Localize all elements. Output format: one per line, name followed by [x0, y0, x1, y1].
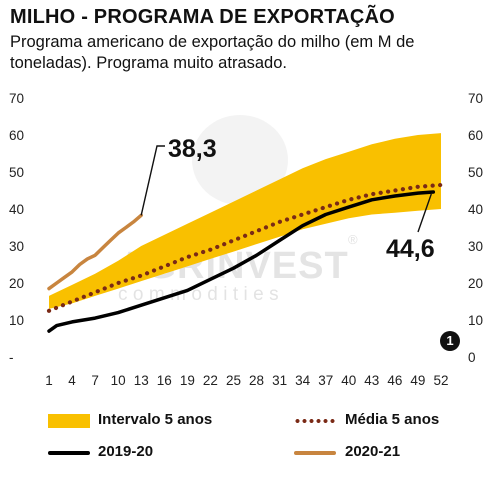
- x-tick-4: 4: [68, 373, 76, 388]
- plot-area: [46, 133, 444, 333]
- x-tick-1: 1: [45, 373, 53, 388]
- annotations: 38,3 44,6: [140, 135, 435, 263]
- x-tick-19: 19: [180, 373, 195, 388]
- legend-swatch-2020: [294, 451, 336, 455]
- y-tick-left-7: 70: [9, 91, 24, 106]
- chart-title: MILHO - PROGRAMA DE EXPORTAÇÃO: [10, 6, 395, 28]
- annotation-value-2020-21: 38,3: [168, 135, 217, 163]
- y-tick-right-1: 10: [468, 313, 483, 328]
- legend-swatch-media: [294, 418, 336, 424]
- y-tick-right-3: 30: [468, 239, 483, 254]
- legend-swatch-band: [48, 414, 90, 428]
- series-line-2019-20: [47, 190, 436, 333]
- y-tick-left-2: 20: [9, 276, 24, 291]
- x-tick-37: 37: [318, 373, 333, 388]
- legend-item-2020: 2020-21: [345, 443, 401, 460]
- y-tick-right-2: 20: [468, 276, 483, 291]
- x-tick-10: 10: [111, 373, 126, 388]
- y-tick-right-4: 40: [468, 202, 483, 217]
- x-tick-25: 25: [226, 373, 241, 388]
- y-tick-right-7: 70: [468, 91, 483, 106]
- y-tick-left-6: 60: [9, 128, 24, 143]
- y-tick-left-1: 10: [9, 313, 24, 328]
- series-line-2020-21: [47, 213, 143, 291]
- annotation-leader-2019-20: [417, 193, 432, 233]
- x-tick-49: 49: [410, 373, 425, 388]
- band-intervalo-5-anos: [49, 133, 441, 309]
- legend-item-2019: 2019-20: [98, 443, 154, 460]
- x-tick-28: 28: [249, 373, 264, 388]
- x-tick-34: 34: [295, 373, 311, 388]
- x-tick-22: 22: [203, 373, 218, 388]
- legend-item-band: Intervalo 5 anos: [98, 411, 213, 428]
- y-tick-right-6: 60: [468, 128, 483, 143]
- y-tick-left-5: 50: [9, 165, 24, 180]
- chart-subtitle: Programa americano de exportação do milh…: [10, 33, 415, 72]
- watermark-logo-circle: [192, 115, 288, 205]
- legend-item-media: Média 5 anos: [345, 411, 440, 428]
- y-tick-right-0: 0: [468, 350, 476, 365]
- y-tick-left-0: -: [9, 350, 14, 365]
- y-tick-left-4: 40: [9, 202, 24, 217]
- y-tick-left-3: 30: [9, 239, 24, 254]
- legend-swatch-2019: [48, 451, 90, 455]
- series-line-media-5-anos: [46, 182, 444, 313]
- x-tick-46: 46: [387, 373, 402, 388]
- x-tick-43: 43: [364, 373, 379, 388]
- y-tick-right-5: 50: [468, 165, 483, 180]
- watermark-registered-mark: ®: [348, 232, 358, 247]
- x-tick-40: 40: [341, 373, 356, 388]
- annotation-value-2019-20: 44,6: [386, 235, 435, 263]
- x-tick-16: 16: [157, 373, 172, 388]
- watermark-tagline: commodities: [118, 284, 284, 305]
- x-tick-31: 31: [272, 373, 287, 388]
- figure-number-badge: 1: [440, 331, 460, 351]
- agrinvest-watermark: AGRINVEST commodities ®: [118, 115, 358, 305]
- x-tick-52: 52: [433, 373, 448, 388]
- annotation-leader-2020-21: [140, 145, 165, 216]
- x-tick-7: 7: [91, 373, 99, 388]
- x-tick-13: 13: [134, 373, 149, 388]
